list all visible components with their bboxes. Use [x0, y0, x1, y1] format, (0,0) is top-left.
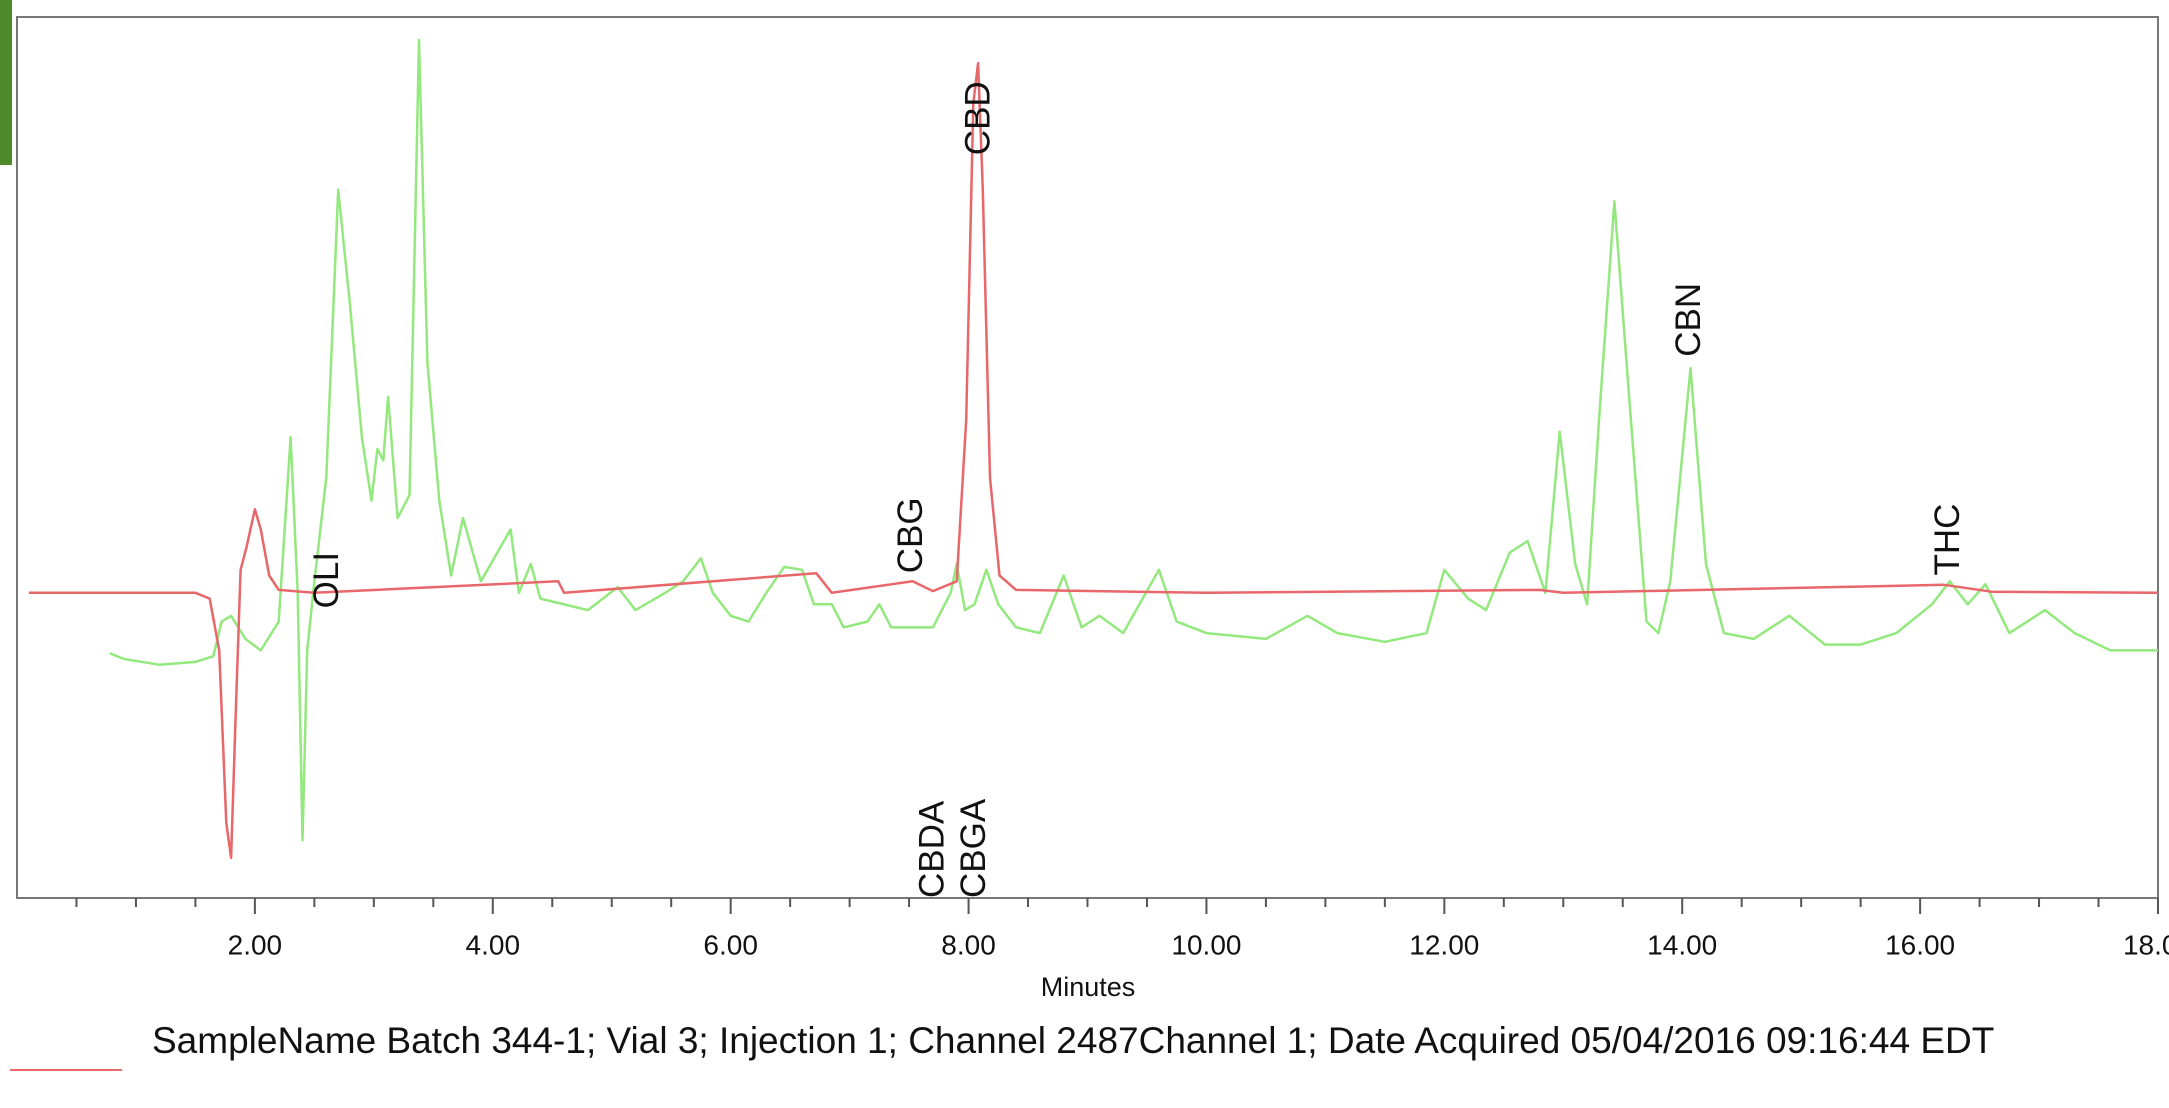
peak-label: OLI: [307, 552, 346, 608]
x-tick-label: 16.00: [1885, 929, 1955, 960]
x-axis-label: Minutes: [1041, 972, 1136, 1002]
side-decoration: [0, 0, 12, 165]
x-tick-label: 8.00: [941, 929, 996, 960]
x-tick-label: 14.00: [1647, 929, 1717, 960]
peak-label: CBN: [1669, 283, 1708, 357]
peak-label: CBG: [891, 497, 930, 573]
x-tick-label: 12.00: [1409, 929, 1479, 960]
x-tick-label: 2.00: [228, 929, 283, 960]
x-tick-label: 6.00: [703, 929, 758, 960]
legend-label: SampleName Batch 344-1; Vial 3; Injectio…: [152, 1020, 1995, 1061]
series-line: [28, 61, 2159, 859]
peak-label: CBDA: [912, 800, 951, 898]
x-tick-label: 10.00: [1171, 929, 1241, 960]
peak-label: CBGA: [954, 798, 993, 898]
peak-label: THC: [1928, 504, 1967, 576]
x-tick-label: 4.00: [466, 929, 521, 960]
x-tick-label: 18.00: [2123, 929, 2169, 960]
peak-label: CBD: [959, 81, 998, 155]
plot-frame: [16, 16, 2159, 899]
series-line: [109, 38, 2158, 842]
